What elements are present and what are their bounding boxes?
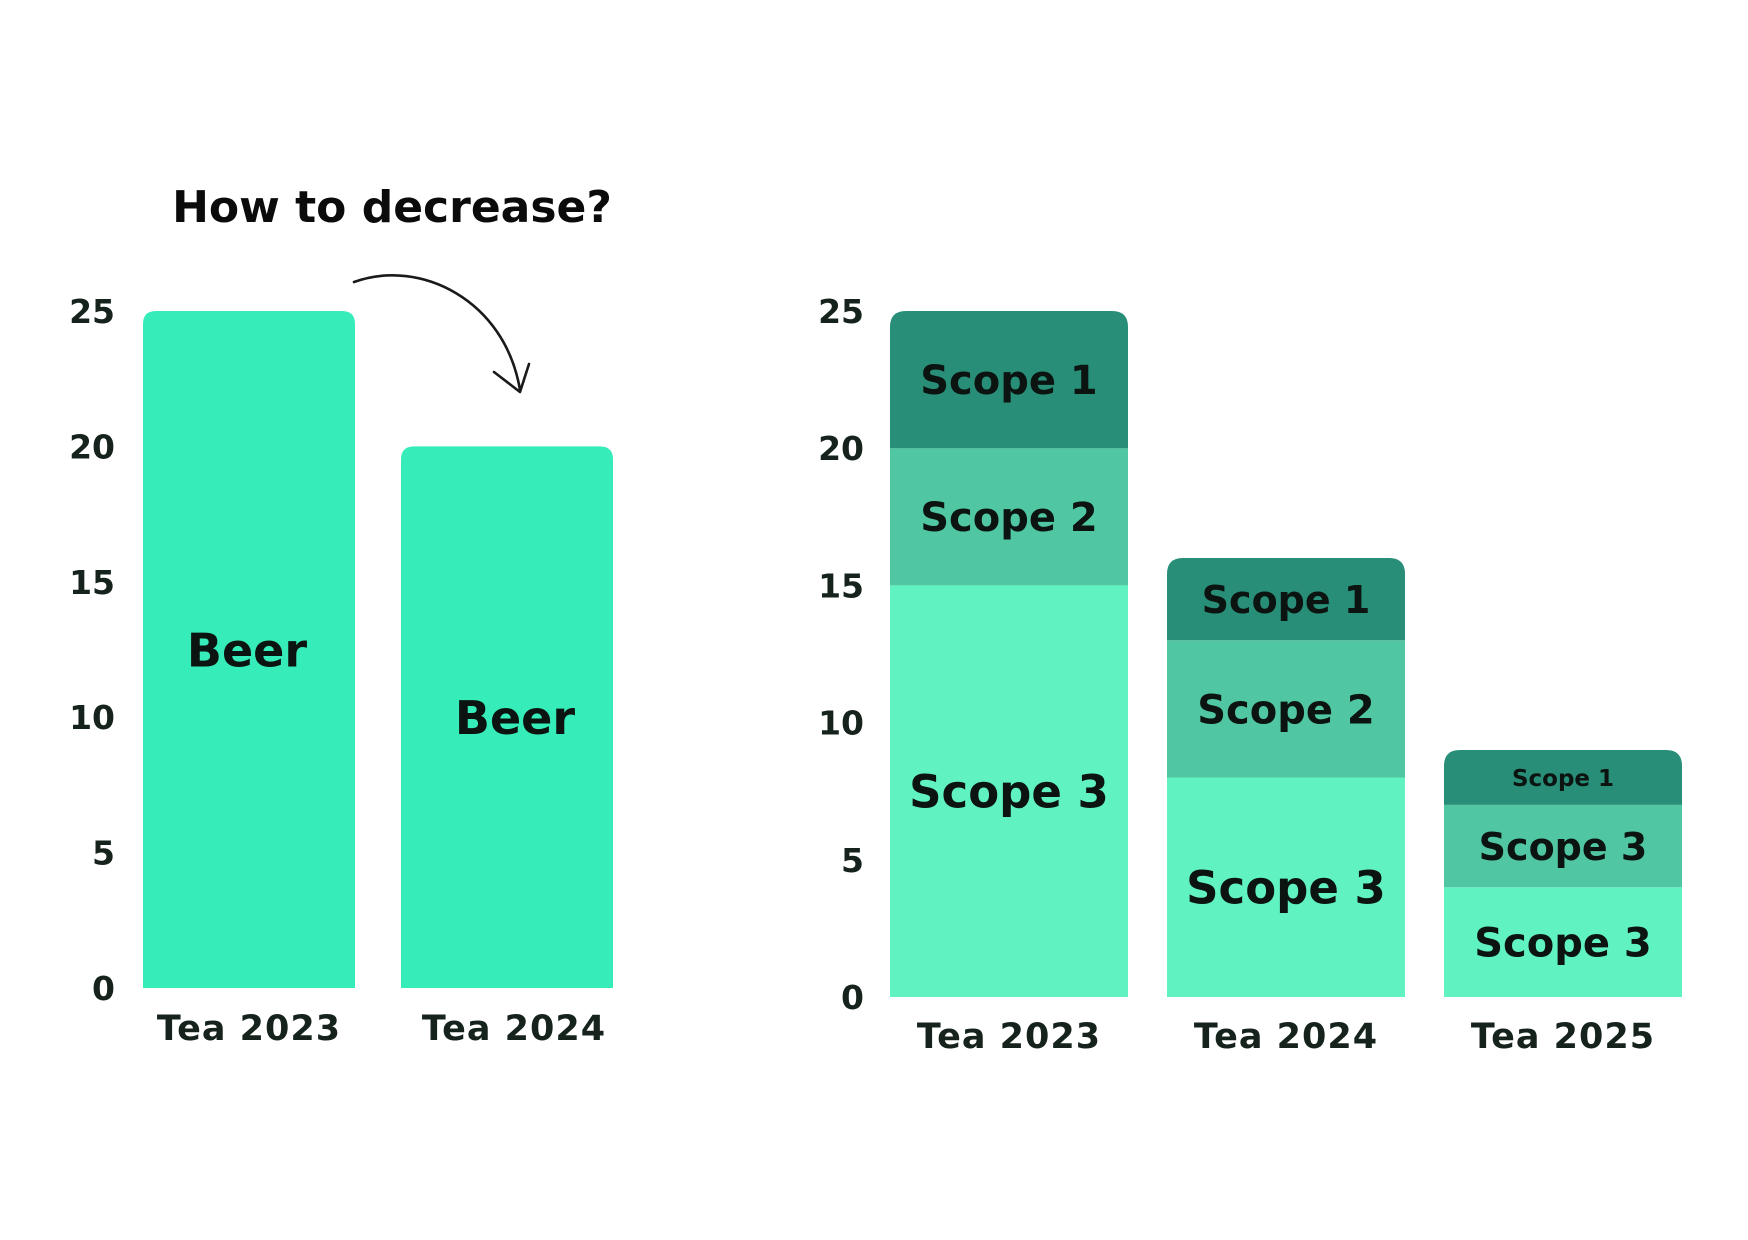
right-y-tick-label: 10: [818, 704, 864, 743]
stacked-bar-segment-label: Scope 3: [1479, 825, 1648, 869]
right-y-tick-label: 20: [818, 429, 864, 468]
stacked-bar-segment: [890, 585, 1128, 997]
stacked-bar-segment: [1444, 887, 1682, 997]
right-y-tick-label: 15: [818, 566, 864, 605]
left-y-tick-label: 0: [92, 969, 115, 1008]
stacked-bar-segment: [1167, 557, 1405, 641]
left-bar: [143, 311, 355, 988]
stacked-bar-segment: [1444, 804, 1682, 888]
right-stacked-bar-chart: 0 5 10 15 20 25 Scope 3 Scope 2 Scope 1 Tea 2023 S…: [818, 292, 1682, 1057]
stacked-bar-segment-label: Scope 2: [920, 495, 1098, 541]
left-y-tick-label: 20: [69, 427, 115, 466]
right-y-tick-label: 0: [841, 978, 864, 1017]
left-x-category-label: Tea 2023: [157, 1009, 341, 1049]
left-chart-title: How to decrease?: [172, 182, 612, 233]
left-y-tick-label: 10: [69, 698, 115, 737]
stacked-bar-segment-label: Scope 1: [920, 358, 1098, 404]
stacked-bar-segment: [1167, 640, 1405, 778]
left-bar: [401, 446, 613, 988]
right-x-category-label: Tea 2023: [917, 1017, 1101, 1057]
right-x-category-label: Tea 2024: [1194, 1017, 1378, 1057]
stacked-bar-segment-label: Scope 3: [909, 765, 1109, 818]
left-bar-label: Beer: [187, 624, 307, 678]
stacked-bar-segment-label: Scope 2: [1197, 687, 1375, 733]
stacked-bar-segment: [890, 448, 1128, 586]
stacked-bar-segment-label: Scope 3: [1186, 861, 1386, 914]
left-y-tick-label: 5: [92, 834, 115, 873]
stacked-bar-segment: [890, 311, 1128, 449]
right-x-category-label: Tea 2025: [1471, 1017, 1655, 1057]
right-y-tick-label: 5: [841, 841, 864, 880]
right-y-tick-label: 25: [818, 292, 864, 331]
stacked-bar-segment-label: Scope 1: [1512, 766, 1614, 792]
left-bar-label: Beer: [455, 691, 575, 745]
left-bar-chart: 0 5 10 15 20 25 Beer Tea 2023 Beer Tea 2024: [69, 274, 613, 1049]
stacked-bar-segment-label: Scope 1: [1202, 578, 1371, 622]
left-x-category-label: Tea 2024: [422, 1009, 606, 1049]
left-y-tick-label: 25: [69, 292, 115, 331]
curved-arrow-icon: [352, 274, 531, 394]
stacked-bar-segment: [1167, 777, 1405, 997]
stacked-bar-segment: [1444, 750, 1682, 805]
stacked-bar-segment-label: Scope 3: [1474, 921, 1652, 967]
left-y-tick-label: 15: [69, 563, 115, 602]
